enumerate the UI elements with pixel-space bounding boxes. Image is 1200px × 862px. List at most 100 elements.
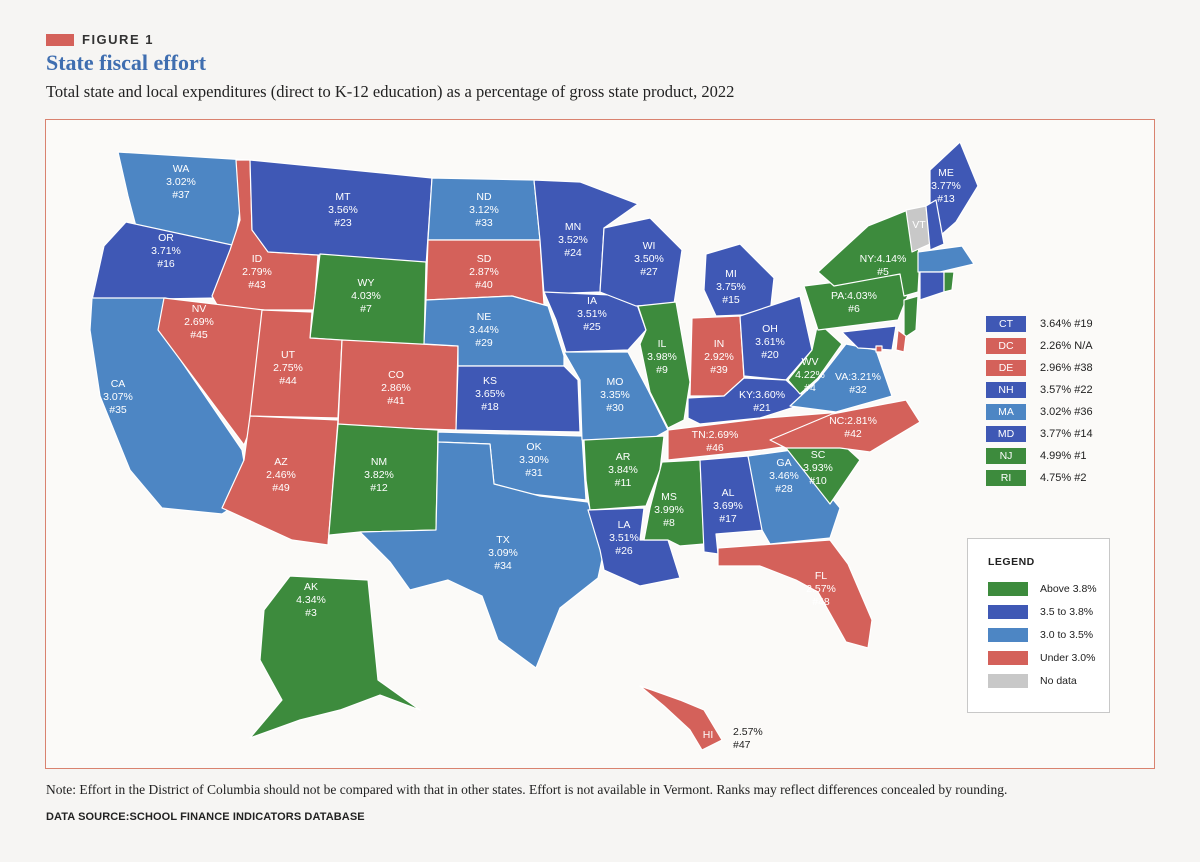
legend-title: LEGEND <box>988 556 1035 568</box>
small-state-box: NJ <box>986 448 1026 464</box>
legend-label: Above 3.8% <box>1040 583 1097 595</box>
state-ri[interactable] <box>943 271 955 293</box>
state-label-va: VA:3.21% #32 <box>835 371 881 396</box>
small-state-row-nj: NJ 4.99% #1 <box>986 448 1106 464</box>
state-ny[interactable] <box>817 209 921 297</box>
state-label-al: AL 3.69% #17 <box>713 487 743 525</box>
state-dc[interactable] <box>875 345 883 353</box>
state-label-mo: MO 3.35% #30 <box>600 376 630 414</box>
state-label-nv: NV 2.69% #45 <box>184 303 214 341</box>
state-label-ga: GA 3.46% #28 <box>769 457 799 495</box>
legend-swatch <box>988 651 1028 665</box>
legend-item: 3.5 to 3.8% <box>988 605 1093 619</box>
state-label-sd: SD 2.87% #40 <box>469 253 499 291</box>
state-nj[interactable] <box>903 295 919 339</box>
state-hi[interactable] <box>639 685 723 751</box>
state-label-ks: KS 3.65% #18 <box>475 375 505 413</box>
state-label-pa: PA:4.03% #6 <box>831 290 877 315</box>
legend-item: Above 3.8% <box>988 582 1097 596</box>
small-state-box: DC <box>986 338 1026 354</box>
state-ks[interactable] <box>455 365 581 433</box>
state-il[interactable] <box>637 301 691 429</box>
footnote: Note: Effort in the District of Columbia… <box>46 782 1008 797</box>
state-ak[interactable] <box>249 575 421 739</box>
state-label-wa: WA 3.02% #37 <box>166 163 196 201</box>
state-la[interactable] <box>587 507 681 587</box>
legend-item: No data <box>988 674 1077 688</box>
state-label-or: OR 3.71% #16 <box>151 232 181 270</box>
small-state-row-ct: CT 3.64% #19 <box>986 316 1106 332</box>
figure-tag: FIGURE 1 <box>46 32 154 47</box>
small-state-box: DE <box>986 360 1026 376</box>
state-label-nd: ND 3.12% #33 <box>469 191 499 229</box>
small-state-value: 2.96% #38 <box>1040 362 1093 374</box>
state-label-ok: OK 3.30% #31 <box>519 441 549 479</box>
data-source: DATA SOURCE:SCHOOL FINANCE INDICATORS DA… <box>46 811 365 823</box>
small-state-value: 3.64% #19 <box>1040 318 1093 330</box>
small-state-box: MD <box>986 426 1026 442</box>
legend-swatch <box>988 628 1028 642</box>
legend-item: Under 3.0% <box>988 651 1095 665</box>
state-label-co: CO 2.86% #41 <box>381 369 411 407</box>
state-label-la: LA 3.51% #26 <box>609 519 639 557</box>
small-state-box: CT <box>986 316 1026 332</box>
legend-swatch <box>988 605 1028 619</box>
state-fl[interactable] <box>717 539 873 649</box>
small-state-box: RI <box>986 470 1026 486</box>
state-oh[interactable] <box>739 295 813 381</box>
legend: LEGEND Above 3.8% 3.5 to 3.8% 3.0 to 3.5% U… <box>967 538 1110 713</box>
state-md[interactable] <box>841 325 897 351</box>
state-label-hi-value: 2.57% #47 <box>733 726 763 751</box>
small-state-value: 4.75% #2 <box>1040 472 1087 484</box>
state-label-ne: NE 3.44% #29 <box>469 311 499 349</box>
state-mo[interactable] <box>563 351 669 441</box>
legend-label: 3.5 to 3.8% <box>1040 606 1094 618</box>
state-tx[interactable] <box>359 441 605 669</box>
state-label-ut: UT 2.75% #44 <box>273 349 303 387</box>
small-state-value: 3.77% #14 <box>1040 428 1093 440</box>
state-label-sc: SC 3.93% #10 <box>803 449 833 487</box>
small-state-row-ma: MA 3.02% #36 <box>986 404 1106 420</box>
small-state-value: 2.26% N/A <box>1040 340 1093 352</box>
state-label-az: AZ 2.46% #49 <box>266 456 296 494</box>
state-label-me: ME 3.77% #13 <box>931 167 961 205</box>
state-label-mi: MI 3.75% #15 <box>716 268 746 306</box>
state-label-il: IL 3.98% #9 <box>647 338 677 376</box>
state-label-fl: FL 2.57% #48 <box>806 570 836 608</box>
state-label-ky: KY:3.60% #21 <box>739 389 785 414</box>
small-state-box: MA <box>986 404 1026 420</box>
state-az[interactable] <box>221 415 339 546</box>
small-state-row-de: DE 2.96% #38 <box>986 360 1106 376</box>
state-labels: WA 3.02% #37 OR 3.71% #16 CA 3.07% #35 ID 2.79% #43… <box>103 163 961 751</box>
state-label-oh: OH 3.61% #20 <box>755 323 785 361</box>
state-ct[interactable] <box>919 271 945 301</box>
state-ar[interactable] <box>583 435 665 511</box>
small-state-value: 4.99% #1 <box>1040 450 1087 462</box>
state-nh[interactable] <box>925 199 945 251</box>
small-state-value: 3.57% #22 <box>1040 384 1093 396</box>
page-subtitle: Total state and local expenditures (dire… <box>46 82 735 101</box>
legend-label: Under 3.0% <box>1040 652 1096 664</box>
state-de[interactable] <box>895 329 907 353</box>
legend-label: No data <box>1040 675 1077 687</box>
small-state-row-md: MD 3.77% #14 <box>986 426 1106 442</box>
state-label-tn: TN:2.69% #46 <box>692 429 739 454</box>
state-wv[interactable] <box>787 321 843 395</box>
figure-tag-swatch <box>46 33 74 46</box>
state-label-ny: NY:4.14% #5 <box>860 253 907 278</box>
state-label-wv: WV 4.22% #4 <box>795 356 825 394</box>
small-state-row-ri: RI 4.75% #2 <box>986 470 1106 486</box>
state-label-ms: MS 3.99% #8 <box>654 491 684 529</box>
state-label-vt: VT <box>912 219 926 231</box>
state-ma[interactable] <box>917 245 975 273</box>
state-label-tx: TX 3.09% #34 <box>488 534 518 572</box>
state-label-id: ID 2.79% #43 <box>242 253 272 291</box>
state-label-ak: AK 4.34% #3 <box>296 581 326 619</box>
state-nc[interactable] <box>769 399 921 453</box>
legend-swatch <box>988 582 1028 596</box>
state-label-nc: NC:2.81% #42 <box>829 415 877 440</box>
figure-tag-label: FIGURE 1 <box>82 32 154 47</box>
state-shapes <box>89 141 979 751</box>
small-state-row-dc: DC 2.26% N/A <box>986 338 1106 354</box>
